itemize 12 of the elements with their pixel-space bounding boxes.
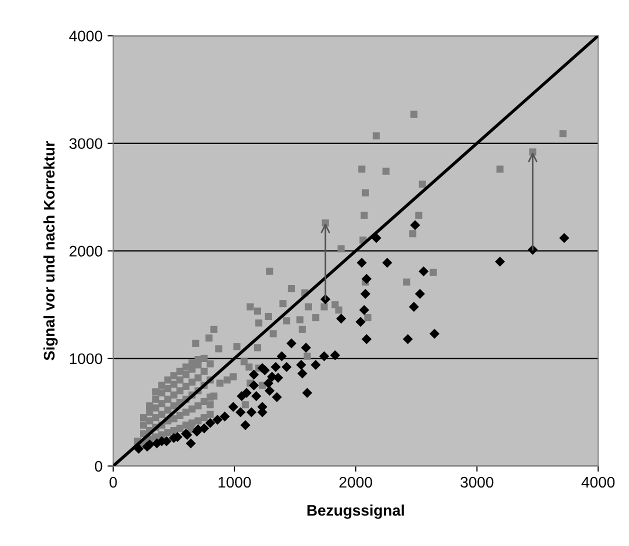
x-axis-title: Bezugssignal — [307, 504, 404, 519]
x-tick-label: 2000 — [339, 476, 372, 488]
x-tick-label: 1000 — [218, 476, 251, 488]
y-tick-label: 1000 — [70, 353, 102, 364]
y-tick-label: 0 — [94, 460, 102, 472]
x-tick-label: 0 — [110, 476, 117, 488]
x-tick-label: 4000 — [582, 476, 615, 488]
x-tick-label: 3000 — [460, 476, 494, 488]
y-axis-title: Signal vor und nach Korrektur — [43, 141, 58, 360]
y-tick-label: 2000 — [70, 246, 102, 257]
y-tick-label: 4000 — [69, 30, 102, 42]
y-tick-label: 3000 — [69, 138, 102, 150]
